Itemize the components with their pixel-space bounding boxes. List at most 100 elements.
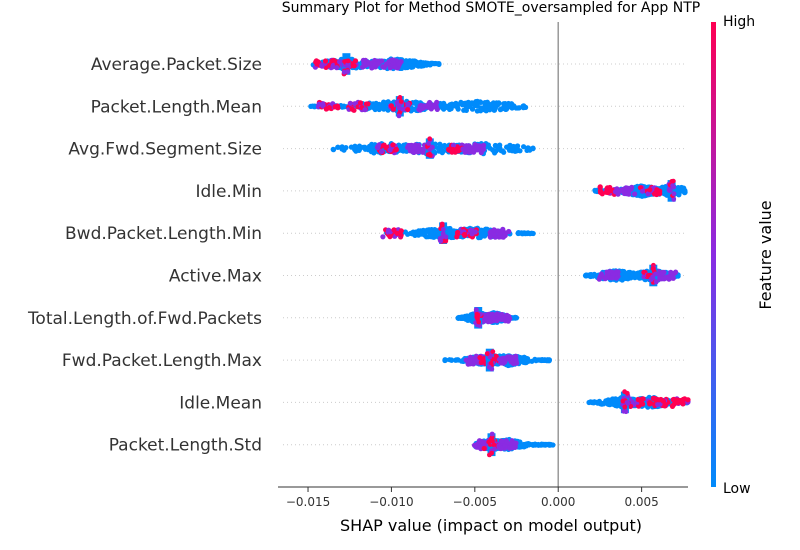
chart-title: Summary Plot for Method SMOTE_oversample… xyxy=(282,0,700,16)
feature-label-packet-length-mean: Packet.Length.Mean xyxy=(91,97,262,117)
shap-point xyxy=(600,400,606,407)
shap-point xyxy=(347,100,353,106)
shap-point xyxy=(398,99,404,104)
shap-point xyxy=(486,439,492,445)
shap-point xyxy=(442,238,447,244)
shap-point xyxy=(492,446,497,452)
shap-point xyxy=(505,102,511,108)
x-axis: −0.015 −0.010 −0.005 0.000 0.005 xyxy=(278,486,688,509)
shap-point xyxy=(602,276,608,282)
shap-point xyxy=(380,234,386,240)
shap-point xyxy=(525,358,531,364)
shap-point xyxy=(373,100,379,106)
shap-point xyxy=(449,101,455,107)
shap-point xyxy=(443,104,449,111)
shap-point xyxy=(678,187,685,193)
shap-point xyxy=(334,65,340,71)
shap-point xyxy=(398,144,404,150)
shap-point xyxy=(480,358,486,364)
shap-point xyxy=(335,105,341,111)
shap-point xyxy=(383,61,390,67)
shap-point xyxy=(670,178,676,184)
shap-point xyxy=(521,358,528,364)
shap-point xyxy=(548,442,554,448)
shap-point xyxy=(432,229,438,235)
shap-point xyxy=(453,100,459,106)
shap-point xyxy=(653,271,658,277)
shap-point xyxy=(398,228,404,234)
shap-point xyxy=(671,184,676,190)
shap-point xyxy=(409,230,416,236)
shap-point xyxy=(341,147,347,153)
shap-point xyxy=(627,269,633,275)
shap-point xyxy=(653,279,659,285)
shap-point xyxy=(368,145,375,151)
shap-point xyxy=(434,99,440,105)
shap-point xyxy=(482,100,489,106)
shap-point xyxy=(650,274,655,280)
shap-point xyxy=(455,315,461,321)
shap-point xyxy=(619,188,625,194)
shap-point xyxy=(671,197,677,202)
shap-point xyxy=(654,187,660,193)
shap-point xyxy=(509,147,515,153)
shap-point xyxy=(481,445,487,452)
feature-points-bwd-packet-length-min xyxy=(380,221,536,244)
shap-point xyxy=(424,228,430,234)
shap-point xyxy=(430,144,435,150)
x-tick-label: 0.000 xyxy=(541,495,575,509)
shap-point xyxy=(322,58,329,64)
shap-point xyxy=(436,61,442,67)
shap-point xyxy=(454,234,460,240)
colorbar: High Low Feature value xyxy=(711,14,775,497)
x-axis-label: SHAP value (impact on model output) xyxy=(340,516,642,535)
shap-point xyxy=(597,184,603,190)
shap-point xyxy=(421,146,427,152)
shap-point xyxy=(638,399,644,405)
shap-point xyxy=(493,353,499,359)
shap-point xyxy=(586,273,592,279)
shap-point xyxy=(475,312,481,318)
shap-point xyxy=(480,440,486,446)
shap-point xyxy=(506,228,512,235)
x-tick-label: −0.010 xyxy=(369,495,413,509)
shap-point xyxy=(667,188,672,194)
shap-point xyxy=(516,105,522,111)
shap-point xyxy=(357,146,363,152)
shap-point xyxy=(469,106,476,112)
feature-label-idle-mean: Idle.Mean xyxy=(179,393,262,413)
shap-point xyxy=(381,142,387,149)
shap-point xyxy=(431,234,437,240)
shap-point xyxy=(478,108,484,114)
shap-point xyxy=(395,102,401,107)
shap-point xyxy=(387,147,393,153)
shap-point xyxy=(490,438,495,444)
shap-point xyxy=(427,153,433,158)
shap-point xyxy=(468,228,474,234)
shap-point xyxy=(507,354,513,360)
shap-point xyxy=(450,146,456,153)
shap-point xyxy=(487,354,493,360)
colorbar-title: Feature value xyxy=(756,200,775,309)
shap-point xyxy=(330,146,336,152)
feature-points-average-packet-size xyxy=(310,53,442,77)
shap-point xyxy=(680,396,686,403)
shap-point xyxy=(379,58,385,64)
shap-point xyxy=(477,355,483,361)
shap-point xyxy=(405,101,411,107)
shap-point xyxy=(345,62,350,68)
shap-point xyxy=(441,100,447,106)
shap-point xyxy=(499,438,505,444)
shap-point xyxy=(417,103,423,109)
shap-point xyxy=(622,404,628,410)
shap-point xyxy=(503,106,510,112)
x-tick-label: −0.005 xyxy=(453,495,497,509)
shap-point xyxy=(489,450,494,456)
shap-point xyxy=(313,58,319,64)
shap-point xyxy=(498,316,504,322)
shap-point xyxy=(498,445,504,452)
shap-point xyxy=(405,231,411,237)
shap-point xyxy=(506,313,512,320)
shap-point xyxy=(455,106,461,112)
shap-point xyxy=(396,61,402,67)
